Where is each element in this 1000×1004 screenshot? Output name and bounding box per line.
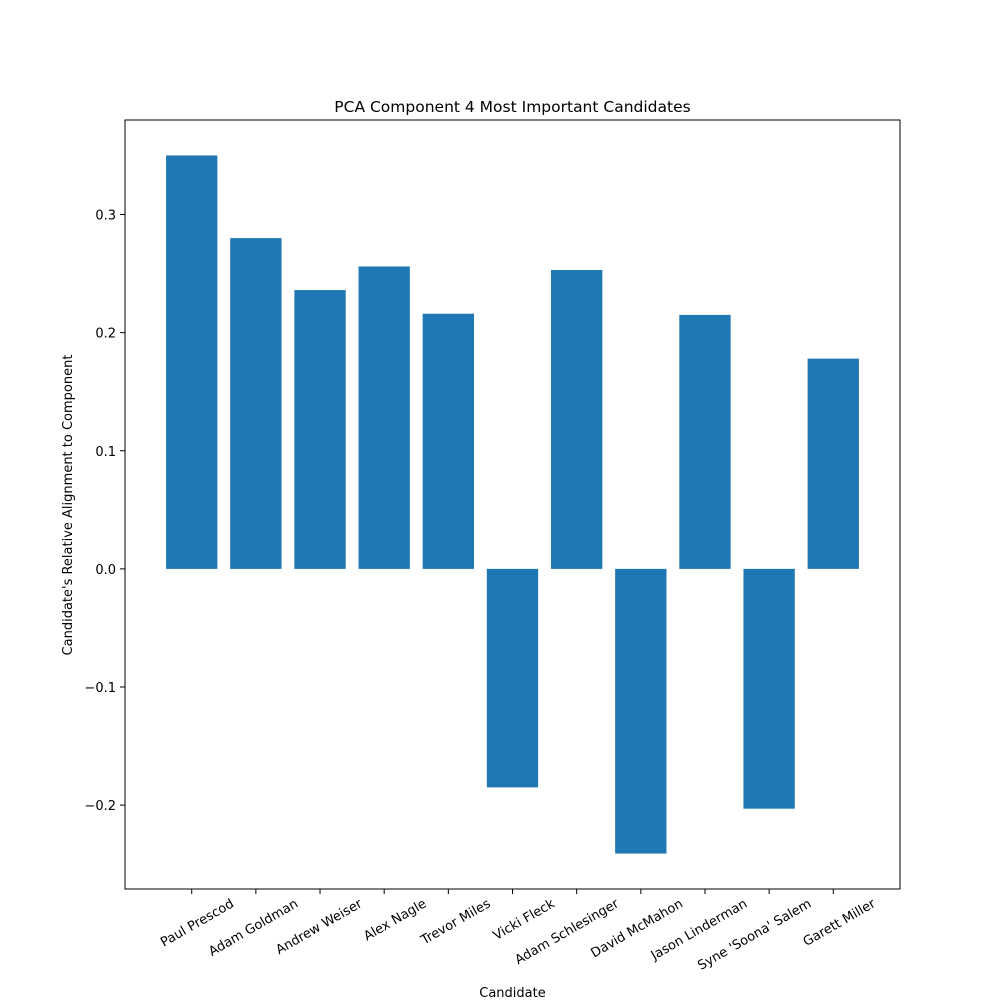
bar [358, 266, 410, 569]
bar [230, 238, 282, 569]
bar [743, 568, 795, 809]
y-axis-label: Candidate's Relative Alignment to Compon… [61, 355, 76, 656]
bar [422, 313, 474, 569]
bar [615, 568, 667, 854]
bar [486, 568, 539, 788]
bars-group [166, 155, 859, 854]
bar [166, 155, 218, 569]
plot-frame [124, 119, 901, 890]
bar [679, 314, 731, 569]
bar [294, 290, 346, 569]
y-tick-label: 0.3 [95, 209, 116, 224]
bar [807, 358, 859, 569]
y-tick-label: 0.2 [95, 327, 116, 342]
y-tick-label: 0.1 [95, 445, 116, 460]
y-tick-label: 0.0 [95, 563, 116, 578]
y-tick-label: −0.1 [84, 681, 116, 696]
chart-title: PCA Component 4 Most Important Candidate… [334, 98, 690, 116]
y-tick-label: −0.2 [84, 799, 116, 814]
y-axis: −0.2 −0.1 0.0 0.1 0.2 0.3 [84, 209, 125, 814]
x-axis-label: Candidate [479, 986, 545, 1000]
bar [550, 270, 603, 569]
